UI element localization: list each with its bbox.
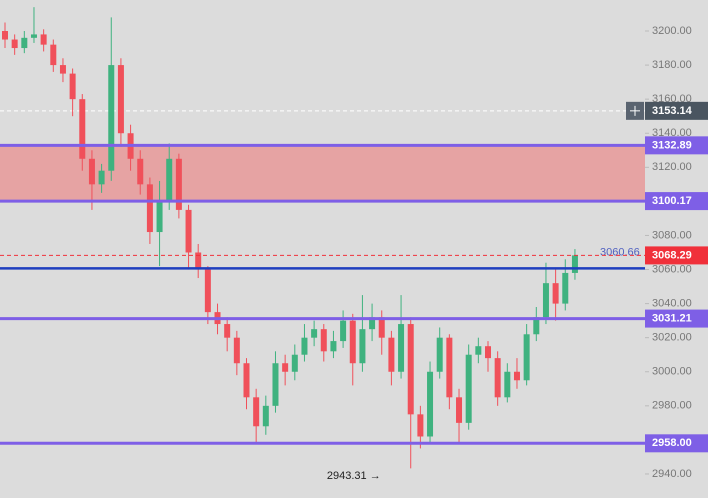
candle-body: [98, 170, 105, 185]
candle-body: [542, 283, 549, 318]
y-tick-label: 3180.00: [652, 59, 692, 71]
candle-body: [320, 329, 327, 352]
candle-body: [349, 320, 356, 364]
candle-body: [30, 34, 37, 38]
candle-body: [175, 158, 182, 210]
zone: [0, 145, 645, 202]
low-annotation: 2943.31 →: [327, 470, 381, 482]
candle-body: [243, 363, 250, 398]
candle-body: [504, 371, 511, 398]
candle-body: [204, 269, 211, 313]
candle-body: [456, 397, 463, 423]
level-label: 2958.00: [652, 437, 692, 449]
candle-body: [523, 334, 530, 381]
support-label: 3060.66: [600, 246, 640, 258]
y-tick-label: 3200.00: [652, 25, 692, 37]
candle-body: [475, 346, 482, 355]
level-label: 3100.17: [652, 195, 692, 207]
candle-body: [137, 158, 144, 185]
crosshair-tag: [645, 101, 708, 120]
candle-body: [282, 363, 289, 372]
candle-body: [59, 65, 66, 74]
candle-body: [465, 354, 472, 423]
candle-body: [88, 158, 95, 185]
y-tick-label: 2940.00: [652, 468, 692, 480]
last-price-label: 3068.29: [652, 249, 692, 261]
candle-body: [446, 337, 453, 398]
candle-body: [21, 37, 28, 49]
candle-body: [388, 337, 395, 372]
candle-body: [301, 337, 308, 355]
candle-body: [272, 363, 279, 406]
candle-body: [533, 317, 540, 335]
candle-body: [224, 324, 231, 338]
crosshair-label: 3153.14: [652, 105, 693, 117]
last-price-tag: [645, 246, 708, 265]
candle-body: [146, 184, 153, 233]
candle-body: [398, 324, 405, 372]
candle-body: [359, 329, 366, 364]
candle-body: [108, 65, 115, 171]
candle-body: [233, 337, 240, 364]
level-tag: [645, 192, 708, 211]
candle-body: [11, 39, 18, 49]
candle-body: [407, 324, 414, 415]
y-tick-label: 3040.00: [652, 298, 692, 310]
candle-body: [311, 329, 318, 338]
candle-body: [340, 320, 347, 342]
candle-body: [291, 354, 298, 372]
candle-body: [50, 44, 57, 66]
candle-body: [436, 337, 443, 372]
candle-body: [427, 371, 434, 437]
candle-body: [156, 201, 163, 233]
y-tick-label: 3080.00: [652, 229, 692, 241]
y-tick-label: 3140.00: [652, 127, 692, 139]
candle-body: [417, 414, 424, 437]
candle-body: [2, 31, 8, 40]
y-tick-label: 3000.00: [652, 366, 692, 378]
y-tick-label: 3060.00: [652, 263, 692, 275]
candle-body: [69, 73, 76, 100]
candle-body: [494, 358, 501, 398]
candle-body: [369, 317, 376, 330]
y-tick-label: 3120.00: [652, 161, 692, 173]
candle-body: [552, 283, 559, 304]
level-tag: [645, 136, 708, 155]
candle-body: [166, 158, 173, 202]
candle-body: [40, 34, 47, 45]
candle-body: [262, 405, 269, 427]
candle-body: [79, 99, 86, 159]
candle-body: [185, 209, 192, 253]
y-tick-label: 2980.00: [652, 400, 692, 412]
level-tag: [645, 309, 708, 328]
y-tick-label: 3020.00: [652, 332, 692, 344]
level-label: 3031.21: [652, 312, 692, 324]
level-label: 3132.89: [652, 139, 692, 151]
candle-body: [253, 397, 260, 427]
candle-body: [195, 252, 202, 270]
candle-body: [513, 371, 520, 381]
candle-body: [330, 341, 337, 352]
candle-body: [117, 65, 124, 134]
level-tag: [645, 434, 708, 453]
candle-body: [485, 346, 491, 359]
candle-body: [378, 317, 385, 338]
candle-body: [562, 272, 569, 304]
candle-body: [571, 255, 578, 273]
